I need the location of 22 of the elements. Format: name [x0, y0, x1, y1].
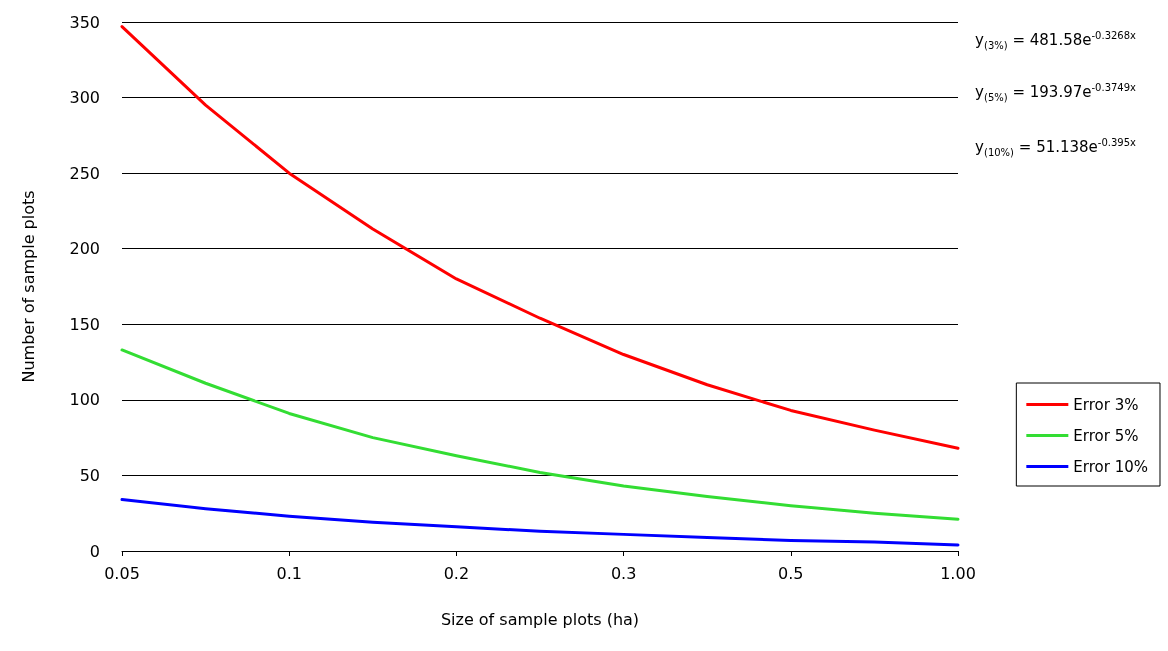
y-tick-label: 50	[79, 465, 100, 485]
y-tick-label: 350	[69, 12, 100, 32]
y-tick-label: 250	[69, 163, 100, 183]
legend-label: Error 10%	[1073, 457, 1148, 476]
legend-label: Error 3%	[1073, 395, 1139, 414]
x-tick-label: 1.00	[940, 563, 976, 583]
x-tick-label: 0.2	[443, 563, 470, 583]
y-tick-label: 300	[69, 88, 100, 108]
x-axis-title: Size of sample plots (ha)	[440, 609, 640, 629]
x-tick-label: 0.3	[610, 563, 637, 583]
x-tick-label: 0.1	[276, 563, 302, 583]
y-tick-label: 0	[89, 541, 100, 561]
legend-label: Error 5%	[1073, 426, 1139, 445]
line-series	[120, 348, 960, 521]
y-tick-label: 100	[69, 390, 100, 410]
y-tick-label: 200	[69, 239, 100, 259]
x-tick-label: 0.5	[778, 563, 804, 583]
line-series	[120, 25, 960, 450]
x-tick-label: 0.05	[104, 563, 140, 583]
y-axis-title: Number of sample plots	[18, 190, 38, 383]
y-tick-label: 150	[69, 314, 100, 334]
line-series	[120, 498, 960, 547]
